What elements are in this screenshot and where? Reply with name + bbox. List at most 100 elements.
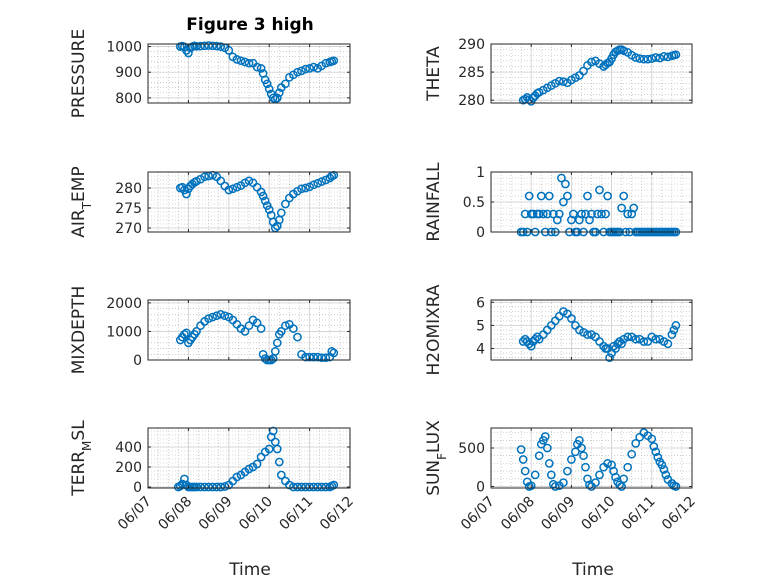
x-tick-label: 06/12: [659, 494, 699, 534]
x-tick-label: 06/07: [115, 494, 155, 534]
data-point: [293, 482, 302, 492]
data-point: [587, 57, 596, 67]
data-point: [321, 58, 331, 68]
data-point: [232, 55, 242, 64]
data-point: [252, 182, 262, 192]
data-point: [538, 209, 548, 219]
data-point: [216, 309, 226, 319]
axes-box: [490, 43, 693, 104]
data-point: [281, 79, 290, 89]
data-point: [252, 62, 262, 72]
data-point: [579, 66, 588, 76]
data-point: [200, 41, 209, 51]
data-point: [180, 329, 189, 339]
data-point: [643, 54, 653, 64]
data-point: [276, 327, 286, 336]
data-point: [276, 208, 286, 218]
data-point: [629, 203, 639, 213]
data-point: [329, 348, 339, 358]
data-point: [305, 482, 314, 492]
data-point: [528, 209, 538, 219]
data-point: [240, 57, 250, 67]
data-point: [647, 54, 657, 63]
data-point: [212, 311, 222, 321]
data-point: [619, 46, 629, 56]
y-tick-label: 4: [476, 341, 485, 357]
data-point: [554, 311, 564, 321]
data-point: [557, 173, 566, 183]
data-point: [276, 470, 286, 480]
data-point: [520, 466, 530, 476]
data-point: [671, 50, 681, 60]
axes-box: [147, 171, 351, 233]
data-point: [321, 482, 331, 492]
data-point: [575, 435, 584, 445]
data-point: [631, 439, 641, 448]
y-tick-label: 0: [476, 479, 485, 495]
y-tick-label: 1000: [106, 324, 142, 340]
data-point: [623, 332, 633, 342]
data-point: [593, 209, 602, 219]
data-point: [204, 41, 213, 50]
data-point: [663, 52, 673, 62]
x-tick-label: 06/11: [619, 494, 659, 534]
data-point: [554, 209, 564, 219]
data-point: [272, 93, 282, 103]
axes-box: [147, 43, 351, 104]
data-point: [534, 451, 544, 461]
data-point: [671, 482, 681, 491]
data-point: [619, 191, 629, 201]
x-tick-label: 06/08: [498, 494, 538, 534]
x-tick-label: 06/09: [196, 494, 236, 534]
y-tick-label: 270: [115, 221, 142, 237]
y-tick-label: 0.5: [463, 195, 485, 211]
data-point: [655, 53, 665, 63]
y-tick-label: 0: [133, 480, 142, 496]
data-point: [597, 209, 606, 219]
data-point: [559, 478, 568, 487]
data-point: [639, 54, 649, 64]
data-point: [617, 203, 626, 213]
data-point: [587, 209, 596, 219]
x-tick-label: 06/11: [277, 494, 317, 534]
data-point: [272, 338, 282, 348]
data-point: [216, 482, 226, 492]
data-point: [567, 314, 576, 323]
data-point: [577, 209, 586, 219]
data-point: [301, 183, 310, 193]
data-point: [571, 447, 580, 457]
data-point: [317, 177, 327, 186]
data-point: [293, 332, 302, 342]
data-point: [563, 191, 572, 201]
data-point: [563, 466, 572, 476]
data-point: [526, 481, 536, 491]
data-point: [581, 462, 590, 472]
data-point: [577, 443, 586, 453]
data-point: [623, 209, 633, 219]
data-point: [224, 185, 234, 195]
y-tick-label: 200: [115, 460, 142, 476]
y-tick-label: 500: [458, 441, 485, 457]
data-point: [659, 465, 669, 474]
y-axis-label: MIXDEPTH: [69, 286, 89, 375]
y-tick-label: 0: [133, 353, 142, 369]
data-point: [192, 327, 201, 336]
data-point: [639, 337, 649, 346]
data-point: [653, 452, 663, 462]
data-point: [182, 328, 191, 338]
x-tick-label: 06/09: [538, 494, 578, 534]
data-point: [293, 67, 302, 77]
data-point: [520, 209, 530, 219]
data-point: [236, 56, 246, 66]
data-point: [244, 58, 254, 68]
data-point: [289, 324, 298, 333]
y-axis-label: H2OMIXRA: [424, 284, 444, 375]
x-axis-label-left: Time: [228, 560, 271, 580]
y-tick-label: 2000: [106, 296, 142, 312]
data-point: [554, 76, 564, 86]
data-point: [540, 432, 550, 441]
data-point: [631, 334, 641, 344]
data-point: [317, 482, 327, 492]
x-tick-label: 06/07: [458, 494, 498, 534]
